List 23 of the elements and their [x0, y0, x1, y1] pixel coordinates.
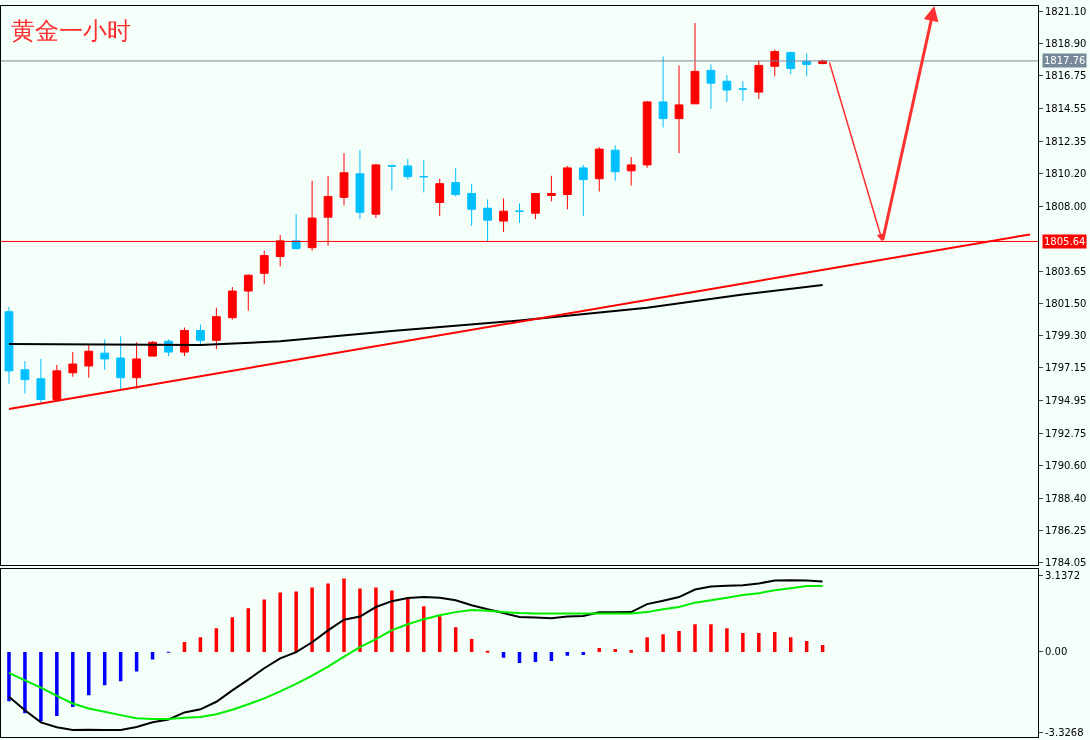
y-tick-label: 1794.95 [1045, 395, 1087, 407]
y-tick-label: 1788.40 [1045, 492, 1087, 504]
y-tick-label: 1801.50 [1045, 297, 1087, 309]
y-tick-label: 1810.20 [1045, 168, 1087, 180]
y-tick-label: 1790.60 [1045, 459, 1087, 471]
text: 黄金一小时 [11, 17, 131, 45]
y-tick-label: 1814.55 [1045, 103, 1087, 115]
y-tick-label: 0.00 [1045, 646, 1068, 658]
y-tick-label: 1812.35 [1045, 136, 1087, 148]
y-tick-label: 1797.15 [1045, 362, 1087, 374]
y-tick-label: 1808.00 [1045, 200, 1087, 212]
y-tick-label: 1799.30 [1045, 330, 1087, 342]
y-tick-label: 1792.75 [1045, 427, 1087, 439]
ref-line-label: 1817.76 [1044, 55, 1086, 66]
y-tick-label: 1803.65 [1045, 265, 1087, 277]
y-tick-label: -3.3268 [1045, 727, 1084, 739]
y-tick-label: 1821.10 [1045, 5, 1087, 17]
y-tick-label: 1784.05 [1045, 557, 1087, 569]
y-tick-label: 1818.90 [1045, 38, 1087, 50]
ref-line-label: 1805.64 [1044, 236, 1086, 247]
y-tick-label: 1786.25 [1045, 524, 1087, 536]
y-tick-label: 3.1372 [1045, 570, 1080, 582]
y-tick-label: 1816.75 [1045, 70, 1087, 82]
